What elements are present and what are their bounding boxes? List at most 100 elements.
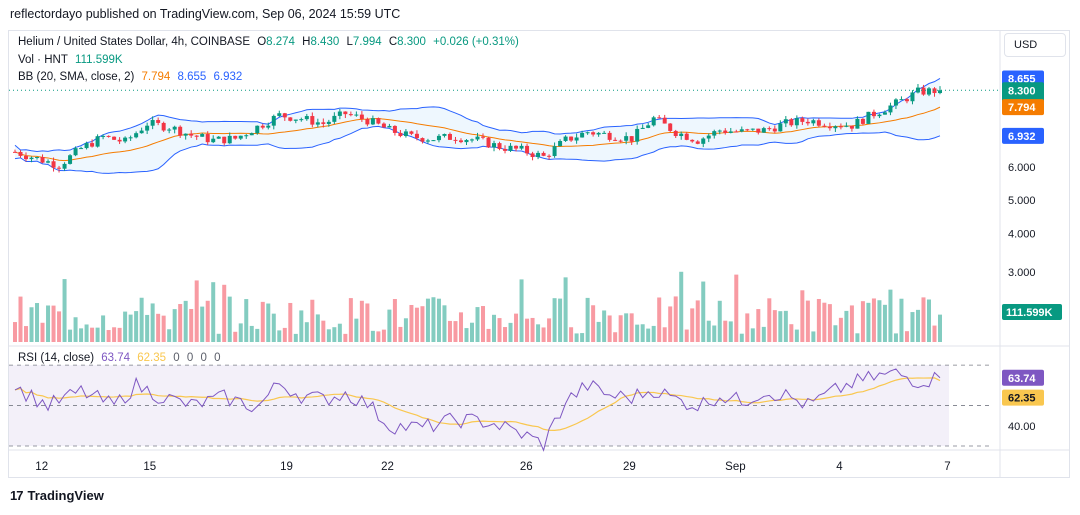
volume-bar bbox=[761, 326, 766, 342]
volume-bar bbox=[189, 308, 194, 342]
volume-bar bbox=[178, 304, 183, 342]
volume-bar bbox=[882, 304, 887, 342]
candle bbox=[541, 151, 546, 157]
currency-button[interactable]: USD bbox=[1004, 33, 1066, 57]
volume-bar bbox=[574, 333, 579, 342]
candle-body bbox=[519, 145, 524, 149]
volume-bar bbox=[536, 324, 541, 342]
candle-body bbox=[321, 122, 326, 124]
candle bbox=[249, 132, 254, 136]
candle-body bbox=[288, 117, 293, 121]
candle-body bbox=[888, 105, 893, 113]
candle-body bbox=[343, 111, 348, 115]
candle-body bbox=[750, 128, 755, 130]
rsi-extra-1: 0 bbox=[186, 352, 194, 364]
tradingview-logo-icon: 17 bbox=[10, 488, 24, 503]
candle bbox=[90, 139, 95, 148]
candle-body bbox=[794, 118, 799, 126]
candle-body bbox=[387, 125, 392, 128]
rsi-label: RSI (14, close) bbox=[18, 352, 95, 364]
candle bbox=[822, 123, 827, 128]
candle-body bbox=[855, 118, 860, 129]
candle-body bbox=[337, 111, 342, 116]
volume-bar bbox=[458, 312, 463, 342]
candle-body bbox=[68, 155, 73, 164]
volume-bar bbox=[728, 321, 733, 342]
candle bbox=[425, 138, 430, 144]
bb-legend: BB (20, SMA, close, 2) 7.794 8.655 6.932 bbox=[18, 71, 246, 83]
candle-body bbox=[409, 131, 414, 134]
candle bbox=[591, 131, 596, 137]
candle bbox=[332, 112, 337, 125]
volume-bar bbox=[789, 324, 794, 342]
candle-body bbox=[189, 133, 194, 136]
price-tick-label: 6.000 bbox=[1008, 162, 1036, 174]
candle bbox=[79, 146, 84, 150]
candle-body bbox=[101, 135, 106, 137]
candle-body bbox=[629, 136, 634, 142]
volume-bar bbox=[756, 309, 761, 342]
candle-body bbox=[304, 116, 309, 120]
volume-bar bbox=[387, 309, 392, 342]
candle bbox=[359, 111, 364, 122]
volume-bar bbox=[150, 303, 155, 342]
candle bbox=[299, 117, 304, 122]
candle-body bbox=[805, 121, 810, 124]
volume-bar bbox=[695, 300, 700, 342]
candle bbox=[871, 109, 876, 119]
candle bbox=[893, 98, 898, 110]
volume-bar bbox=[618, 315, 623, 342]
volume-bar bbox=[29, 307, 34, 342]
candle bbox=[348, 111, 353, 117]
candle bbox=[778, 120, 783, 132]
candle bbox=[525, 143, 530, 156]
chart-frame bbox=[8, 30, 1070, 478]
volume-tick-label: 3.000 bbox=[1008, 267, 1036, 279]
volume-bar bbox=[607, 315, 612, 342]
candle-body bbox=[800, 118, 805, 122]
volume-bar bbox=[679, 271, 684, 342]
candle bbox=[172, 125, 177, 134]
volume-bar bbox=[833, 325, 838, 342]
candle bbox=[618, 139, 623, 143]
candle bbox=[354, 111, 359, 117]
candle bbox=[701, 137, 706, 148]
candle-body bbox=[18, 151, 23, 156]
time-tick-label: 26 bbox=[520, 461, 533, 473]
candle bbox=[580, 130, 585, 138]
tradingview-logo[interactable]: 17 TradingView bbox=[10, 488, 104, 503]
volume-bar bbox=[233, 331, 238, 342]
volume-bar bbox=[370, 330, 375, 342]
badge-bb-lower-bg bbox=[1002, 127, 1044, 144]
candle-body bbox=[849, 125, 854, 129]
candle-body bbox=[299, 119, 304, 121]
volume-bar bbox=[299, 310, 304, 342]
badge-rsi-text: 63.74 bbox=[1008, 373, 1036, 385]
candle-body bbox=[112, 136, 117, 140]
bollinger-bands bbox=[14, 78, 941, 174]
volume-bar bbox=[271, 313, 276, 342]
candle-body bbox=[79, 148, 84, 150]
candle-body bbox=[816, 120, 821, 126]
bb-lower-line bbox=[14, 125, 941, 174]
candle-body bbox=[475, 136, 480, 140]
bb-lower-value: 6.932 bbox=[213, 71, 243, 83]
volume-bar bbox=[365, 303, 370, 342]
low-value: 7.994 bbox=[352, 36, 382, 48]
candle bbox=[343, 111, 348, 119]
candle bbox=[877, 113, 882, 119]
candle-body bbox=[926, 88, 931, 95]
volume-bar bbox=[497, 318, 502, 342]
candle bbox=[481, 133, 486, 140]
candle bbox=[84, 141, 89, 150]
volume-bar bbox=[205, 300, 210, 342]
candle bbox=[882, 110, 887, 115]
volume-bar bbox=[938, 314, 942, 342]
volume-bar bbox=[492, 314, 497, 342]
candle bbox=[51, 157, 56, 172]
candle bbox=[761, 126, 766, 133]
candle bbox=[690, 139, 695, 143]
candle-body bbox=[84, 143, 89, 149]
candle-body bbox=[95, 136, 100, 147]
